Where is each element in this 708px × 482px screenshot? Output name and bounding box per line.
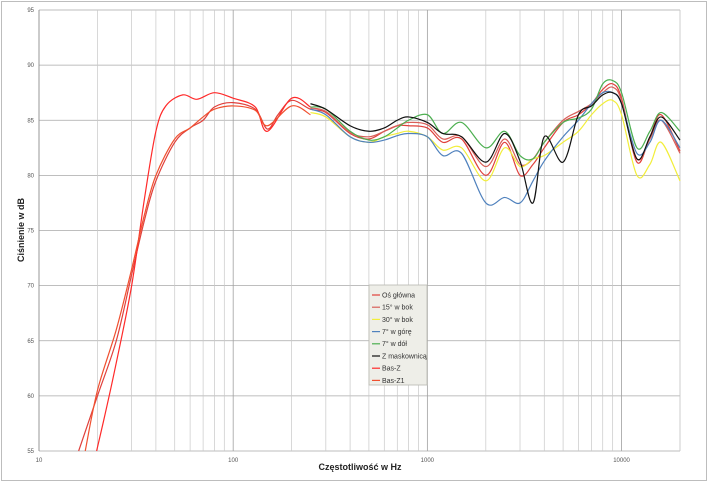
legend-label: 15° w bok — [382, 304, 413, 312]
y-tick-label: 55 — [27, 449, 34, 455]
y-tick-label: 90 — [27, 63, 34, 69]
y-tick-label: 75 — [27, 229, 34, 235]
legend-label: Z maskownicą — [382, 353, 427, 360]
legend-label: Bas-Z — [382, 366, 401, 373]
legend-label: Bas-Z1 — [382, 378, 405, 385]
x-tick-label: 10 — [36, 458, 43, 464]
legend: Oś główna 15° w bok 30° w bok 7° w górę 7° w… — [368, 284, 428, 386]
legend-label: 30° w bok — [382, 316, 413, 324]
y-axis-title: Ciśnienie w dB — [16, 197, 26, 262]
y-tick-label: 80 — [27, 173, 34, 179]
x-tick-label: 1000 — [421, 458, 435, 464]
tick-labels: 55 60 65 70 75 80 85 90 95 10 100 1000 10000 — [27, 8, 630, 464]
grid — [38, 9, 681, 452]
y-tick-label: 85 — [27, 118, 34, 124]
x-axis-title: Częstotliwość w Hz — [318, 462, 402, 472]
series-line-7 — [84, 105, 311, 452]
y-tick-label: 70 — [27, 284, 34, 290]
y-tick-label: 60 — [27, 394, 34, 400]
series-lines — [78, 79, 681, 452]
legend-label: 7° w górę — [382, 328, 412, 336]
y-tick-label: 95 — [27, 8, 34, 14]
y-tick-label: 65 — [27, 339, 34, 345]
x-tick-label: 100 — [228, 458, 239, 464]
legend-label: Oś główna — [382, 292, 415, 299]
legend-label: 7° w dół — [382, 340, 407, 348]
series-line-5 — [310, 91, 681, 204]
x-tick-label: 10000 — [613, 458, 630, 464]
series-line-6 — [96, 92, 311, 452]
series-line-4 — [310, 79, 681, 161]
series-line-1 — [310, 86, 681, 168]
